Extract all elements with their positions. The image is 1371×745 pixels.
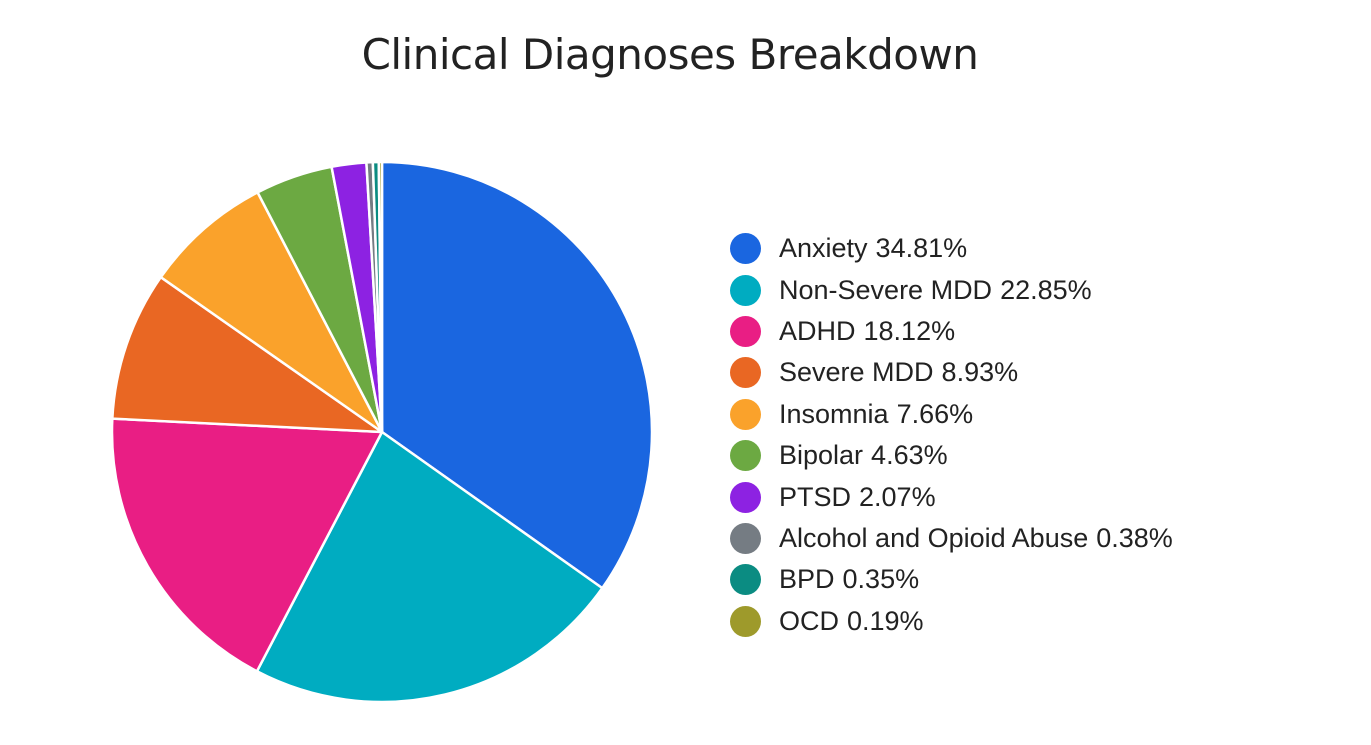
legend-label: Insomnia: [779, 398, 889, 429]
legend-item: Non-Severe MDD 22.85%: [730, 269, 1173, 310]
legend-percentage: 22.85%: [1000, 274, 1092, 305]
legend-item: PTSD 2.07%: [730, 476, 1173, 517]
pie-slice-non-severe-mdd: [255, 430, 604, 704]
legend-swatch: [730, 564, 761, 596]
pie-slice-ocd: [377, 160, 384, 434]
pie-slice-anxiety: [380, 160, 654, 590]
legend-swatch: [730, 605, 761, 637]
chart-legend: Anxiety 34.81% Non-Severe MDD 22.85% ADHD 18.…: [730, 228, 1173, 642]
legend-label: BPD: [779, 564, 835, 595]
legend-label: Alcohol and Opioid Abuse: [779, 522, 1089, 553]
legend-percentage: 18.12%: [863, 315, 956, 346]
legend-swatch: [730, 522, 761, 554]
legend-percentage: 0.19%: [847, 605, 924, 636]
legend-swatch: [730, 233, 761, 265]
legend-swatch: [730, 315, 761, 347]
legend-item: ADHD 18.12%: [730, 311, 1173, 352]
legend-percentage: 0.38%: [1096, 522, 1173, 553]
pie-chart: [110, 160, 654, 704]
legend-item: Alcohol and Opioid Abuse 0.38%: [730, 518, 1173, 559]
legend-percentage: 7.66%: [896, 398, 974, 429]
legend-item: Severe MDD 8.93%: [730, 352, 1173, 393]
legend-percentage: 4.63%: [871, 440, 948, 471]
pie-slice-severe-mdd: [111, 275, 384, 434]
legend-label: OCD: [779, 605, 839, 636]
legend-label: PTSD: [779, 481, 852, 512]
legend-swatch: [730, 481, 761, 513]
legend-swatch: [730, 357, 761, 389]
legend-swatch: [730, 274, 761, 306]
legend-label: Anxiety: [779, 233, 868, 264]
legend-percentage: 34.81%: [875, 233, 968, 264]
legend-label: Severe MDD: [779, 357, 934, 388]
legend-swatch: [730, 440, 761, 472]
chart-title: Clinical Diagnoses Breakdown: [361, 30, 979, 79]
legend-item: Insomnia 7.66%: [730, 394, 1173, 435]
legend-swatch: [730, 398, 761, 430]
pie-slice-adhd: [110, 417, 384, 673]
legend-label: ADHD: [779, 315, 856, 346]
legend-label: Bipolar: [779, 440, 864, 471]
legend-label: Non-Severe MDD: [779, 274, 993, 305]
legend-item: OCD 0.19%: [730, 601, 1173, 642]
legend-item: BPD 0.35%: [730, 559, 1173, 600]
legend-percentage: 0.35%: [842, 564, 920, 595]
legend-percentage: 8.93%: [941, 357, 1019, 388]
legend-percentage: 2.07%: [859, 481, 936, 512]
legend-item: Bipolar 4.63%: [730, 435, 1173, 476]
pie-slice-insomnia: [159, 191, 384, 434]
legend-item: Anxiety 34.81%: [730, 228, 1173, 269]
